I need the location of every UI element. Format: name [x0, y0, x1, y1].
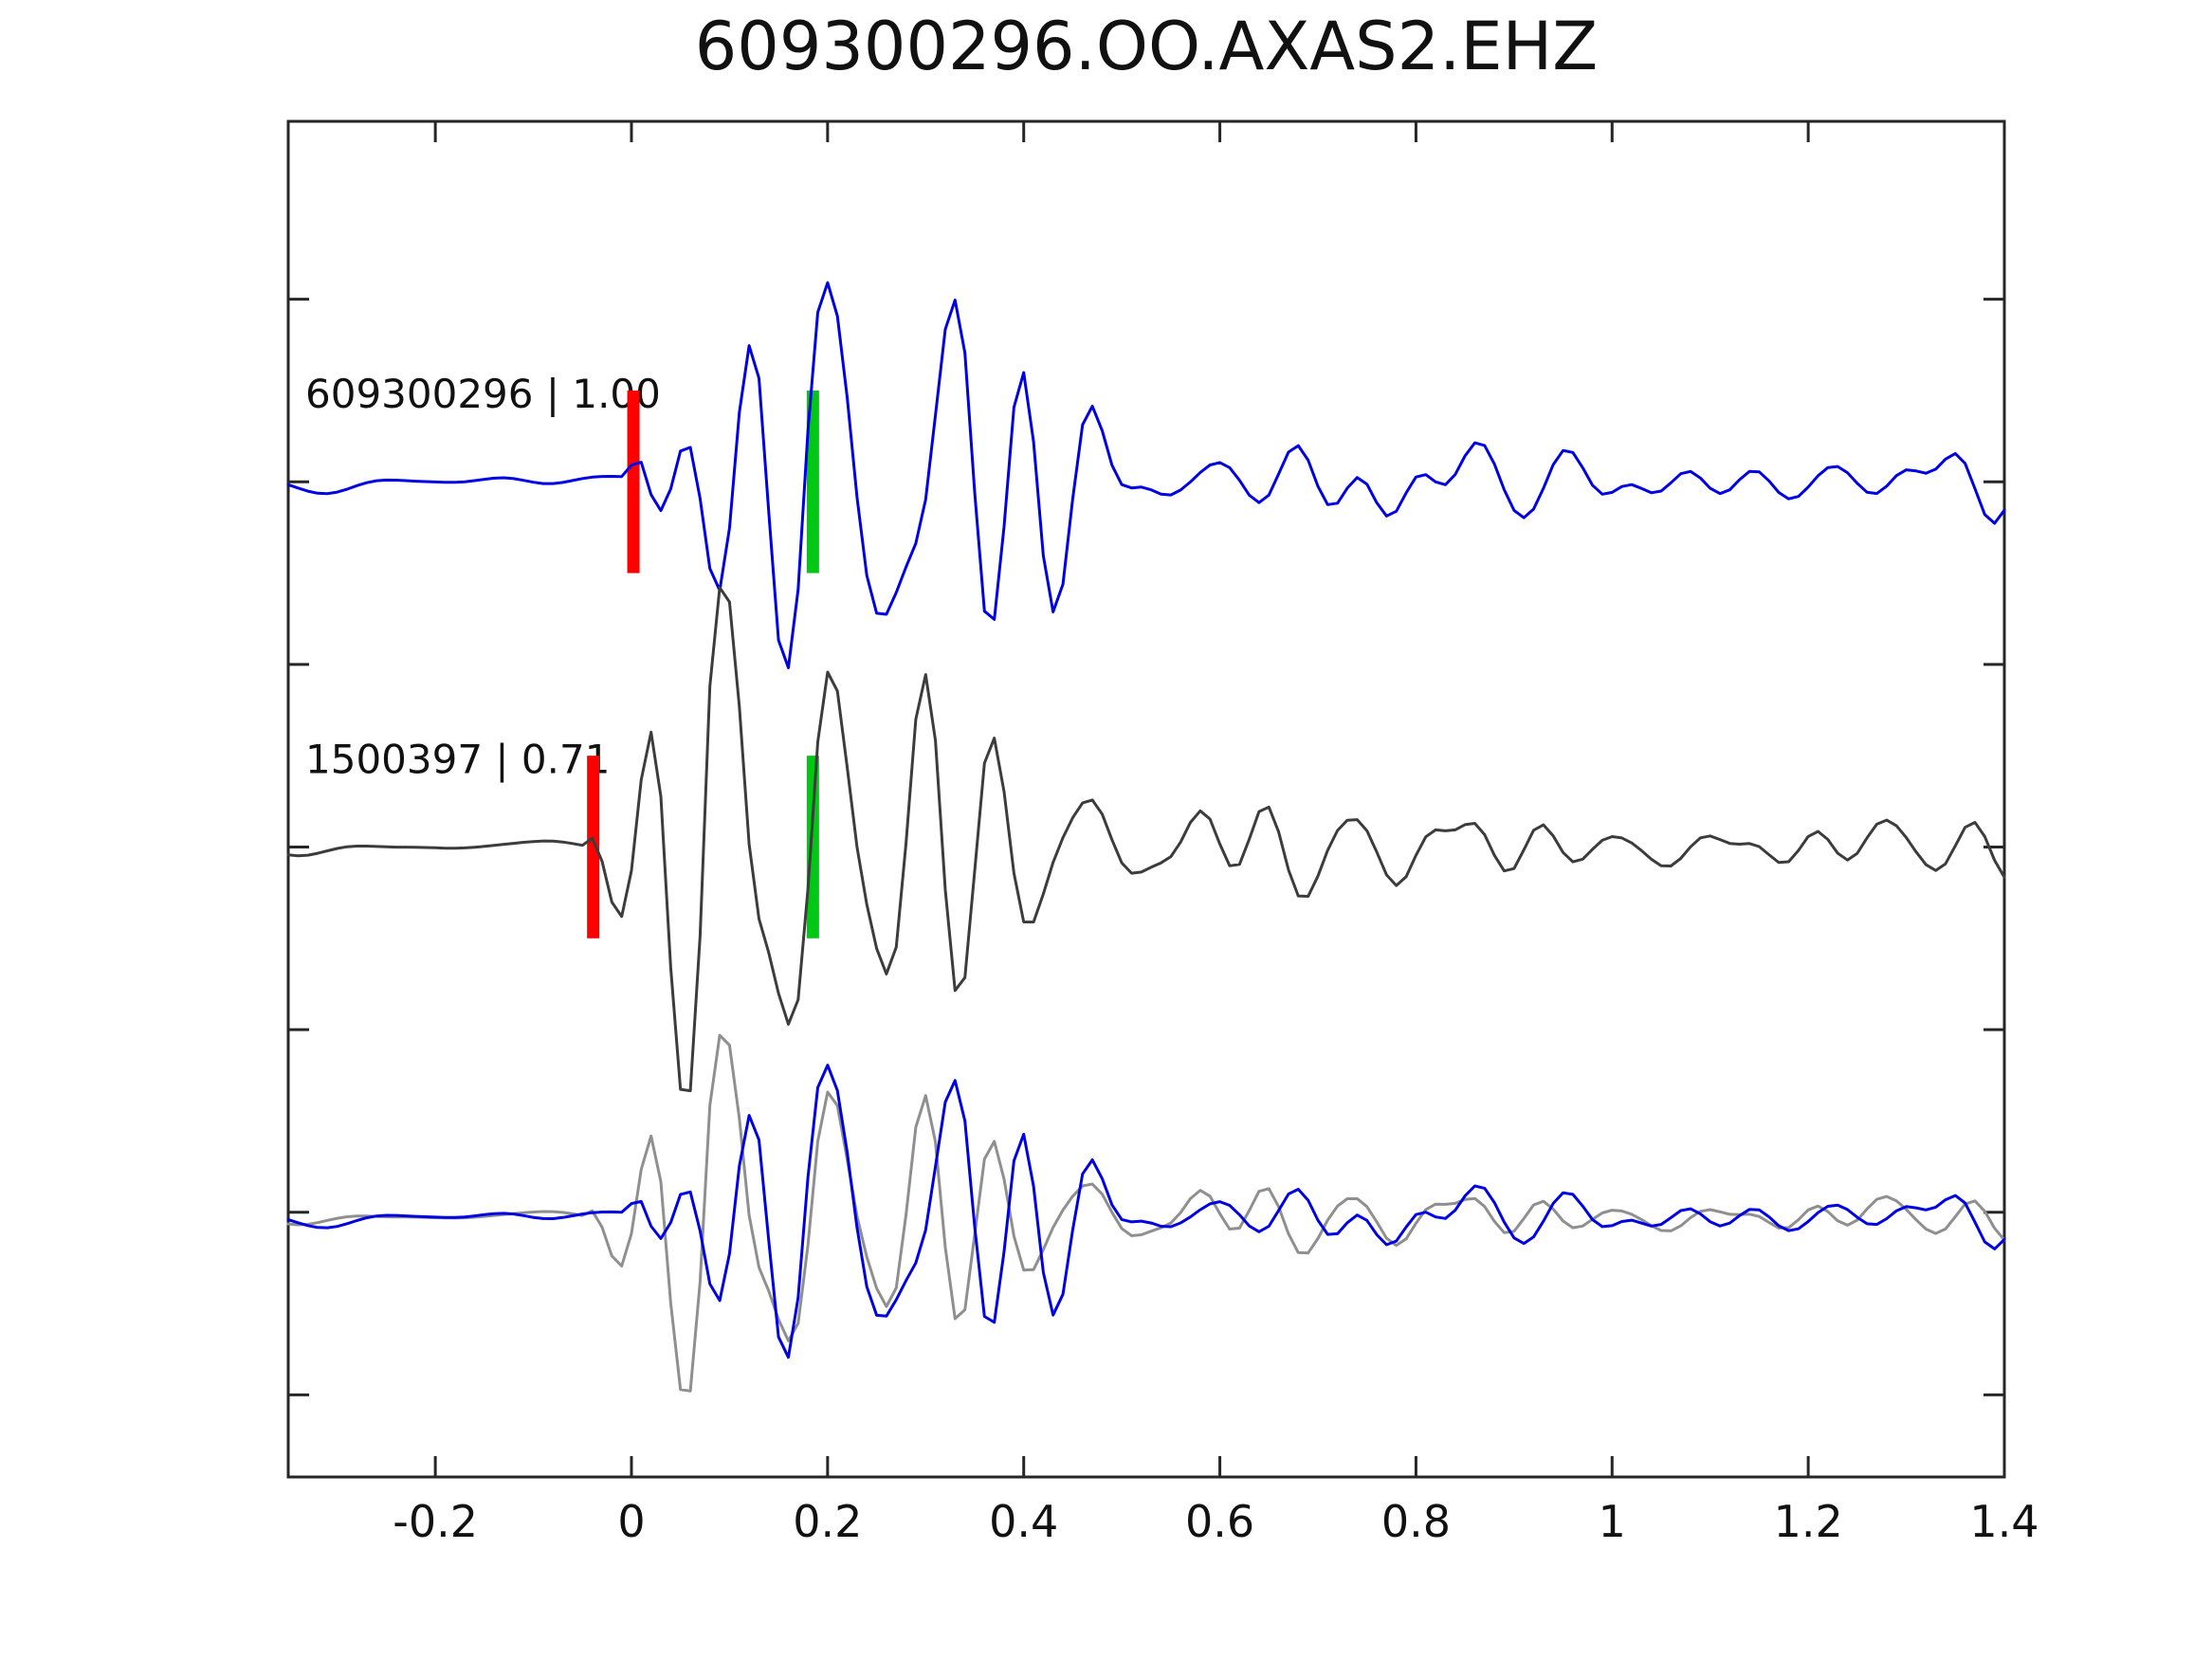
overlay-template-trace: [286, 1064, 2006, 1359]
overlay-detection-trace: [286, 1033, 2006, 1393]
template-trace-label: 609300296 | 1.00: [305, 371, 661, 417]
x-tick-label: 1.4: [1969, 1496, 2038, 1547]
x-tick-label: -0.2: [393, 1496, 478, 1547]
x-tick-label: 1.2: [1774, 1496, 1843, 1547]
x-tick-label: 1: [1599, 1496, 1626, 1547]
green-pick-marker: [806, 756, 819, 939]
pick-markers-layer: [587, 390, 819, 939]
detection-trace-label: 1500397 | 0.71: [305, 736, 610, 782]
axes-layer: -0.2 0 0.2 0.4 0.6 0.8 1 1.2 1.4: [286, 119, 2039, 1547]
x-tick-label: 0.2: [793, 1496, 862, 1547]
green-pick-marker: [806, 390, 819, 574]
waveforms-layer: [286, 281, 2006, 1393]
red-pick-marker: [627, 390, 640, 574]
trace-labels-layer: 609300296 | 1.00 1500397 | 0.71: [305, 371, 661, 782]
detection-trace: [286, 586, 2006, 1093]
x-tick-label: 0.6: [1185, 1496, 1254, 1547]
template-trace: [286, 281, 2006, 669]
figure-title: 609300296.OO.AXAS2.EHZ: [694, 8, 1599, 85]
x-tick-label: 0.8: [1381, 1496, 1451, 1547]
red-pick-marker: [587, 756, 600, 939]
x-tick-label: 0.4: [989, 1496, 1058, 1547]
x-tick-label: 0: [617, 1496, 645, 1547]
plot-border: [286, 119, 2006, 1479]
